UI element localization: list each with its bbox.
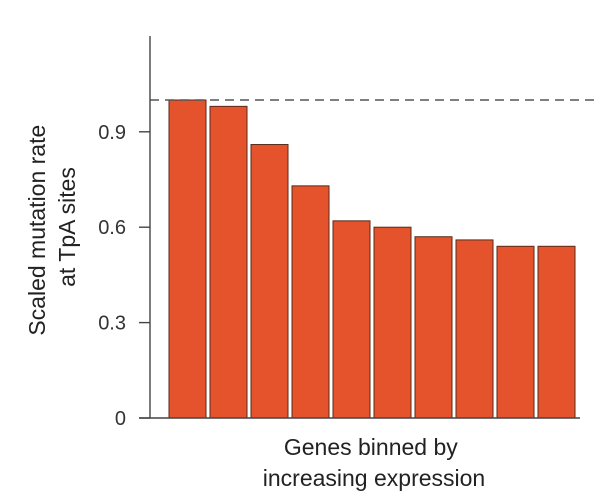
- y-tick-label: 0.9: [98, 122, 126, 144]
- y-axis-title: Scaled mutation rate at TpA sites: [24, 118, 80, 335]
- bar-7: [414, 236, 453, 419]
- y-axis-title-line-2: at TpA sites: [54, 167, 80, 287]
- x-axis-title: Genes binned by increasing expression: [263, 434, 485, 491]
- bars-group: [168, 99, 576, 419]
- bar-3: [250, 144, 289, 419]
- y-axis-title-line-1: Scaled mutation rate: [24, 125, 50, 336]
- bar-4: [291, 185, 330, 419]
- y-tick-label: 0.3: [98, 313, 126, 335]
- y-tick-label: 0: [115, 408, 126, 430]
- bar-1: [168, 99, 207, 419]
- y-ticks-group: 0 0.3 0.6 0.9: [98, 122, 150, 430]
- bar-6: [373, 226, 412, 419]
- y-tick-label: 0.6: [98, 217, 126, 239]
- bar-10: [537, 245, 576, 419]
- x-axis-title-line-2: increasing expression: [263, 465, 485, 491]
- bar-9: [496, 245, 535, 419]
- bar-8: [455, 239, 494, 419]
- x-axis-title-line-1: Genes binned by: [284, 434, 458, 460]
- bar-5: [332, 220, 371, 419]
- bar-2: [209, 105, 248, 419]
